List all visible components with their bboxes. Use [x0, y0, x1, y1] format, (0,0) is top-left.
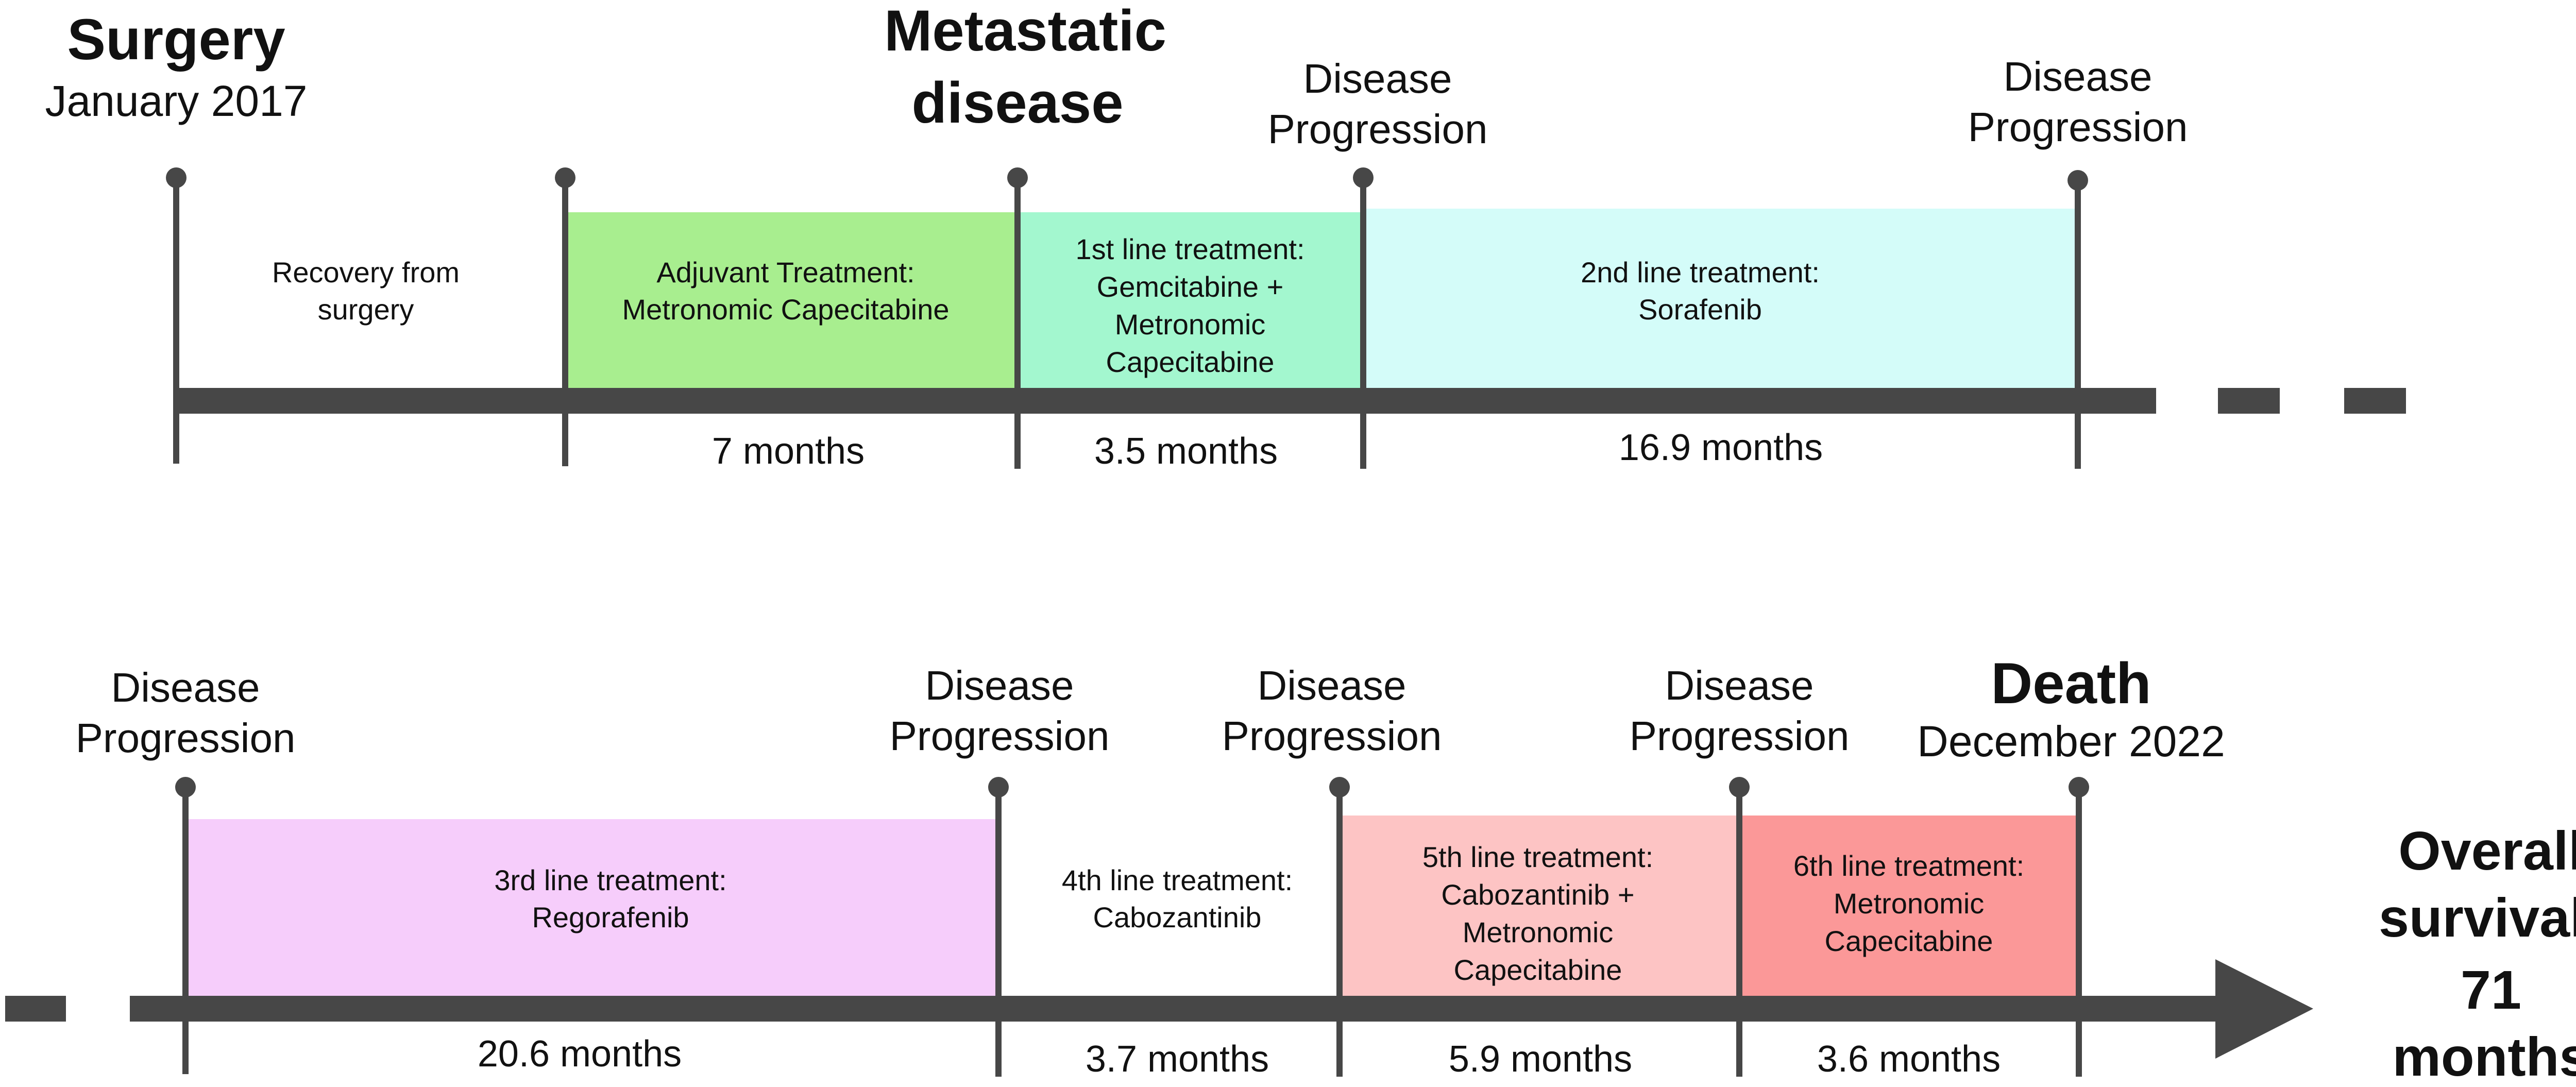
first-line-treatment-box [1018, 212, 1363, 390]
progression-label: Progression [1630, 713, 1850, 759]
progression-label: Disease [925, 663, 1074, 708]
progression-label: Disease [1303, 56, 1452, 101]
marker-progression-1 [1353, 167, 1374, 469]
marker-adjuvant-start [555, 167, 575, 466]
marker-progression-2 [2067, 170, 2088, 469]
bottom-timeline: Disease Progression Disease Progression … [5, 651, 2313, 1080]
surgery-date: January 2017 [45, 77, 307, 125]
progression-label: Progression [890, 713, 1110, 759]
fifth-line-label: Metronomic [1463, 916, 1614, 948]
metastatic-disease-label: Metastatic [884, 0, 1166, 63]
sixth-line-label: Capecitabine [1825, 925, 1993, 957]
first-line-label: Capecitabine [1106, 346, 1275, 378]
fifth-line-treatment-box [1340, 816, 1739, 997]
fifth-line-label: Capecitabine [1454, 954, 1622, 986]
top-timeline-dash [2218, 388, 2280, 414]
recovery-label: surgery [318, 293, 414, 326]
progression-label: Progression [1222, 713, 1442, 759]
marker-progression-6 [1729, 777, 1750, 1077]
overall-survival: Overall survival: 71 months [2379, 821, 2576, 1087]
sixth-line-label: Metronomic [1834, 887, 1985, 920]
second-line-label: 2nd line treatment: [1581, 256, 1820, 288]
duration-label: 3.5 months [1094, 431, 1278, 472]
fifth-line-label: 5th line treatment: [1422, 841, 1653, 873]
second-line-treatment-box [1363, 209, 2078, 390]
adjuvant-label: Adjuvant Treatment: [656, 256, 914, 288]
marker-progression-5 [1329, 777, 1350, 1077]
death-title: Death [1991, 651, 2151, 716]
surgery-title: Surgery [67, 7, 285, 72]
progression-label: Progression [1268, 106, 1488, 152]
fourth-line-label: Cabozantinib [1093, 901, 1262, 933]
top-timeline: Surgery January 2017 Metastatic disease … [45, 0, 2406, 472]
marker-death [2069, 777, 2089, 1077]
timeline-arrow-head [2215, 959, 2313, 1059]
third-line-treatment-box [185, 819, 998, 997]
duration-label: 20.6 months [478, 1033, 682, 1075]
sixth-line-treatment-box [1739, 816, 2079, 997]
marker-metastatic-disease [1007, 167, 1028, 469]
metastatic-disease-label: disease [912, 71, 1124, 135]
bottom-timeline-bar [181, 996, 2232, 1022]
progression-label: Disease [1665, 663, 1814, 708]
adjuvant-label: Metronomic Capecitabine [622, 293, 950, 326]
death-date: December 2022 [1917, 717, 2225, 766]
duration-label: 3.6 months [1817, 1039, 2001, 1080]
duration-label: 5.9 months [1449, 1039, 1632, 1080]
third-line-label: Regorafenib [532, 901, 689, 933]
first-line-label: Gemcitabine + [1097, 270, 1284, 303]
progression-label: Disease [1257, 663, 1406, 708]
duration-label: 7 months [712, 431, 865, 472]
progression-label: Progression [1968, 104, 2188, 150]
duration-label: 16.9 months [1619, 427, 1823, 468]
progression-label: Disease [111, 665, 260, 710]
sixth-line-label: 6th line treatment: [1793, 850, 2024, 882]
third-line-label: 3rd line treatment: [494, 864, 726, 896]
duration-label: 3.7 months [1086, 1039, 1269, 1080]
first-line-label: Metronomic [1115, 308, 1266, 341]
top-timeline-bar [175, 388, 2156, 414]
progression-label: Progression [76, 715, 296, 761]
marker-progression-3 [175, 777, 196, 1074]
bottom-timeline-dash [130, 996, 181, 1022]
bottom-timeline-dash [5, 996, 66, 1022]
first-line-label: 1st line treatment: [1075, 233, 1304, 265]
progression-label: Disease [2003, 54, 2152, 99]
marker-surgery [166, 167, 187, 464]
second-line-label: Sorafenib [1638, 293, 1762, 326]
overall-survival-value: 71 [2461, 960, 2521, 1021]
top-timeline-dash [2344, 388, 2406, 414]
fourth-line-label: 4th line treatment: [1062, 864, 1293, 896]
overall-survival-unit: months [2393, 1027, 2576, 1087]
marker-progression-4 [988, 777, 1009, 1077]
overall-survival-label: survival: [2379, 888, 2576, 948]
adjuvant-treatment-box [565, 212, 1018, 390]
overall-survival-label: Overall [2398, 821, 2576, 881]
fifth-line-label: Cabozantinib + [1441, 878, 1634, 911]
recovery-label: Recovery from [272, 256, 460, 288]
